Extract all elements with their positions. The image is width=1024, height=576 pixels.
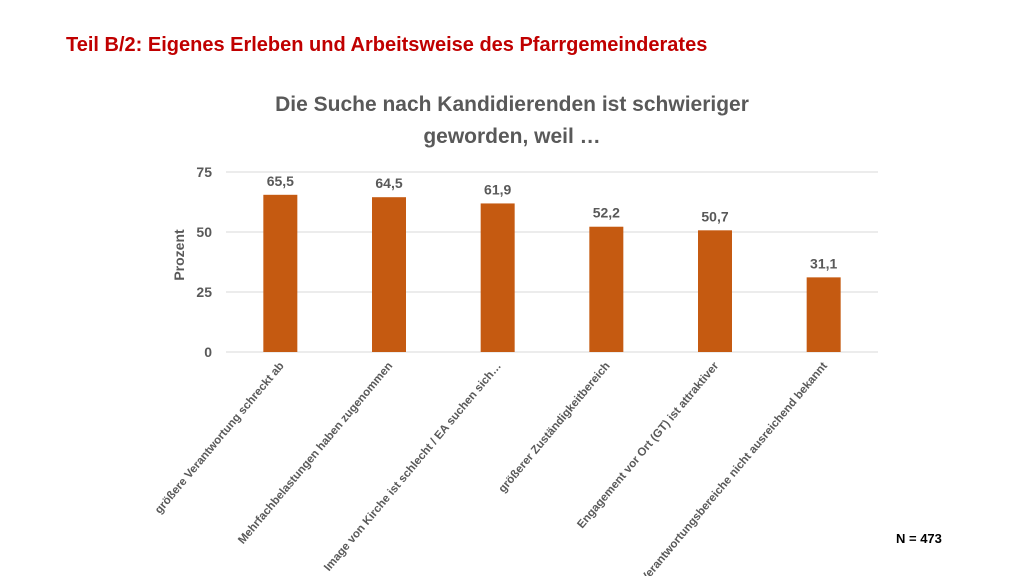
sample-size-note: N = 473 [896, 531, 942, 546]
category-label: Image von Kirche ist schlecht / EA suche… [322, 360, 504, 574]
category-label: größere Verantwortung schreckt ab [153, 360, 287, 516]
data-labels: 65,5 64,5 61,9 52,2 50,7 31,1 [267, 173, 838, 272]
y-tick-label: 50 [196, 224, 212, 240]
data-label: 61,9 [484, 181, 511, 197]
y-axis-label: Prozent [171, 229, 187, 281]
bar [372, 197, 406, 352]
category-labels: größere Verantwortung schreckt abMehrfac… [153, 360, 830, 576]
slide-title: Teil B/2: Eigenes Erleben und Arbeitswei… [66, 34, 708, 56]
bar [698, 230, 732, 352]
bar [589, 226, 624, 352]
data-label: 65,5 [267, 173, 294, 189]
category-label: Verantwortungsbereiche nicht ausreichend… [639, 360, 830, 576]
y-tick-label: 75 [196, 164, 212, 180]
y-tick-label: 25 [196, 284, 212, 300]
data-label: 50,7 [701, 208, 728, 224]
gridlines [226, 171, 878, 353]
chart-title-line-1: Die Suche nach Kandidierenden ist schwie… [275, 93, 749, 116]
bar [806, 277, 841, 352]
category-label: größerer Zuständigkeitbereich [497, 360, 613, 495]
data-label: 31,1 [810, 255, 837, 271]
data-label: 64,5 [375, 175, 402, 191]
chart-title: Die Suche nach Kandidierenden ist schwie… [275, 93, 749, 148]
y-tick-label: 0 [204, 344, 212, 360]
y-tick-labels: 0 25 50 75 [196, 164, 212, 360]
bar [263, 194, 298, 352]
bar [480, 203, 515, 352]
data-label: 52,2 [593, 205, 620, 221]
chart-title-line-2: geworden, weil … [423, 125, 600, 148]
bars [263, 194, 841, 352]
